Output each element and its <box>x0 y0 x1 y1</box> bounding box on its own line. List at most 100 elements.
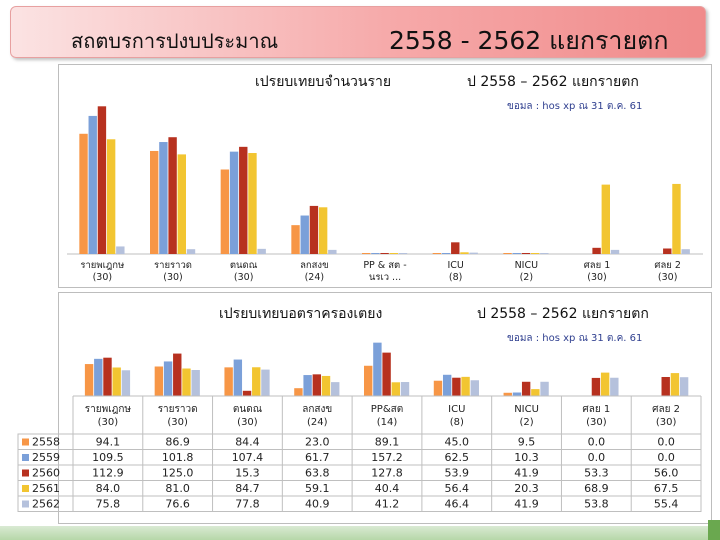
table-cell-2560-3: 63.8 <box>305 467 330 480</box>
chart2-bar-2562-2 <box>261 369 270 396</box>
chart1-bar-2561-2 <box>248 153 257 254</box>
table-cell-2560-6: 41.9 <box>514 467 539 480</box>
chart-panel-occupancy: เปรยบเทยบอตราครองเตยง ป 2558 – 2562 แยกร… <box>58 292 712 524</box>
chart1-bar-2559-1 <box>159 142 168 254</box>
chart1-bar-2558-6 <box>503 253 512 254</box>
chart1-category-label-4: นรเว ... <box>369 272 401 283</box>
table-cell-2561-1: 81.0 <box>165 482 190 495</box>
chart1-bar-2558-1 <box>150 150 159 254</box>
chart2-bar-2560-0 <box>103 357 112 396</box>
table-cell-2561-4: 40.4 <box>375 482 400 495</box>
chart1-category-label-3: ลกสงข <box>300 260 329 271</box>
table-cell-2559-6: 10.3 <box>514 451 539 464</box>
legend-swatch-2559 <box>22 454 29 461</box>
title-banner: สถตบรการปงบประมาณ 2558 - 2562 แยกรายตก <box>10 6 706 58</box>
chart2-bar-2561-4 <box>391 382 400 396</box>
chart2-bar-2560-5 <box>452 377 461 396</box>
chart1-bar-2561-7 <box>601 184 610 254</box>
chart1-title-a: เปรยบเทยบจำนวนราย <box>255 74 392 90</box>
chart1-bar-2562-3 <box>328 249 337 254</box>
chart2-bar-2558-3 <box>294 388 303 396</box>
chart1-category-label-5: (8) <box>449 272 462 283</box>
table-cell-2562-4: 41.2 <box>375 498 400 511</box>
chart2-bar-2562-4 <box>400 382 410 396</box>
table-cell-2560-0: 112.9 <box>92 467 124 480</box>
chart1-bar-2558-5 <box>432 253 442 254</box>
chart1-bar-2562-4 <box>398 253 408 254</box>
chart1-bar-2560-6 <box>521 253 531 254</box>
chart1-bar-2558-3 <box>291 225 300 254</box>
chart1-bar-2560-5 <box>451 242 460 254</box>
table-cell-2560-7: 53.3 <box>584 467 609 480</box>
legend-swatch-2558 <box>22 438 29 446</box>
chart2-bar-2559-6 <box>512 392 522 396</box>
chart2-category-label-4: (14) <box>377 417 398 428</box>
chart1-category-label-7: (30) <box>587 272 607 283</box>
chart1-bar-2561-0 <box>106 139 116 254</box>
chart1-bar-2559-6 <box>512 253 521 254</box>
chart1-bar-2559-4 <box>371 253 380 254</box>
chart2-bar-2559-3 <box>303 375 312 396</box>
chart2-bar-2562-1 <box>191 370 200 396</box>
chart1-bar-2561-8 <box>672 183 681 254</box>
table-cell-2562-0: 75.8 <box>96 498 121 511</box>
chart1-plot: รายพเฎกษ(30)รายราวด(30)ตนดณ(30)ลกสงข(24)… <box>67 106 703 283</box>
table-cell-2558-3: 23.0 <box>305 436 330 449</box>
chart1-bar-2559-3 <box>300 215 309 254</box>
chart2-category-label-0: รายพเฎกษ <box>85 404 132 415</box>
table-cell-2558-2: 84.4 <box>235 436 260 449</box>
chart2-bar-2562-5 <box>470 380 479 396</box>
table-cell-2561-7: 68.9 <box>584 482 609 495</box>
table-cell-2562-8: 55.4 <box>654 498 679 511</box>
chart2-bar-2558-0 <box>84 364 94 396</box>
table-cell-2560-5: 53.9 <box>445 467 470 480</box>
table-cell-2562-6: 41.9 <box>514 498 539 511</box>
corner-decoration <box>708 520 720 540</box>
chart1-category-label-8: (30) <box>658 272 678 283</box>
chart2-bar-2559-0 <box>94 358 103 396</box>
table-cell-2562-3: 40.9 <box>305 498 330 511</box>
chart2-category-label-4: PP&สต <box>371 404 403 415</box>
table-cell-2558-4: 89.1 <box>375 436 400 449</box>
legend-swatch-2562 <box>22 500 29 508</box>
chart1-bar-2562-6 <box>540 253 549 254</box>
chart1-bar-2560-3 <box>309 205 319 254</box>
table-cell-2561-2: 84.7 <box>235 482 260 495</box>
chart2-bar-2561-1 <box>182 368 191 396</box>
table-cell-2562-7: 53.8 <box>584 498 609 511</box>
chart2-bar-2561-0 <box>112 367 121 396</box>
chart2-bar-2560-6 <box>521 381 531 396</box>
chart2-bar-2561-6 <box>531 389 540 396</box>
chart2-bar-2558-5 <box>433 380 443 396</box>
chart1-category-label-8: ศลย 2 <box>654 260 680 271</box>
chart1-bar-2561-4 <box>389 253 398 254</box>
chart1-category-label-7: ศลย 1 <box>584 260 610 271</box>
chart1-source: ขอมล : hos xp ณ 31 ต.ค. 61 <box>507 101 643 112</box>
chart2-bar-2560-1 <box>173 353 182 396</box>
chart2-source: ขอมล : hos xp ณ 31 ต.ค. 61 <box>507 333 643 344</box>
table-cell-2560-1: 125.0 <box>162 467 194 480</box>
chart2-bar-2561-2 <box>252 367 261 396</box>
chart2-bar-2559-2 <box>233 359 243 396</box>
chart2-bar-2558-6 <box>503 392 512 396</box>
chart1-category-label-0: (30) <box>93 272 113 283</box>
table-cell-2562-1: 76.6 <box>165 498 190 511</box>
table-cell-2561-8: 67.5 <box>654 482 679 495</box>
chart2-category-label-5: ICU <box>448 404 465 415</box>
chart2-bar-2558-4 <box>364 365 373 396</box>
chart1-bar-2558-2 <box>220 169 230 254</box>
chart1-bar-2560-7 <box>592 247 601 254</box>
table-cell-2559-1: 101.8 <box>162 451 194 464</box>
chart1-category-label-6: NICU <box>515 260 539 271</box>
chart1-category-label-1: รายราวด <box>154 260 192 271</box>
chart1-category-label-6: (2) <box>520 272 533 283</box>
legend-label-2559: 2559 <box>32 451 60 464</box>
legend-label-2558: 2558 <box>32 436 60 449</box>
chart2-category-label-8: (30) <box>656 417 677 428</box>
table-cell-2560-4: 127.8 <box>371 467 403 480</box>
chart1-bar-2562-5 <box>469 252 478 254</box>
table-cell-2561-5: 56.4 <box>445 482 470 495</box>
chart2-bar-2561-3 <box>321 375 331 396</box>
chart2-bar-2562-8 <box>679 377 689 396</box>
table-cell-2558-7: 0.0 <box>588 436 606 449</box>
